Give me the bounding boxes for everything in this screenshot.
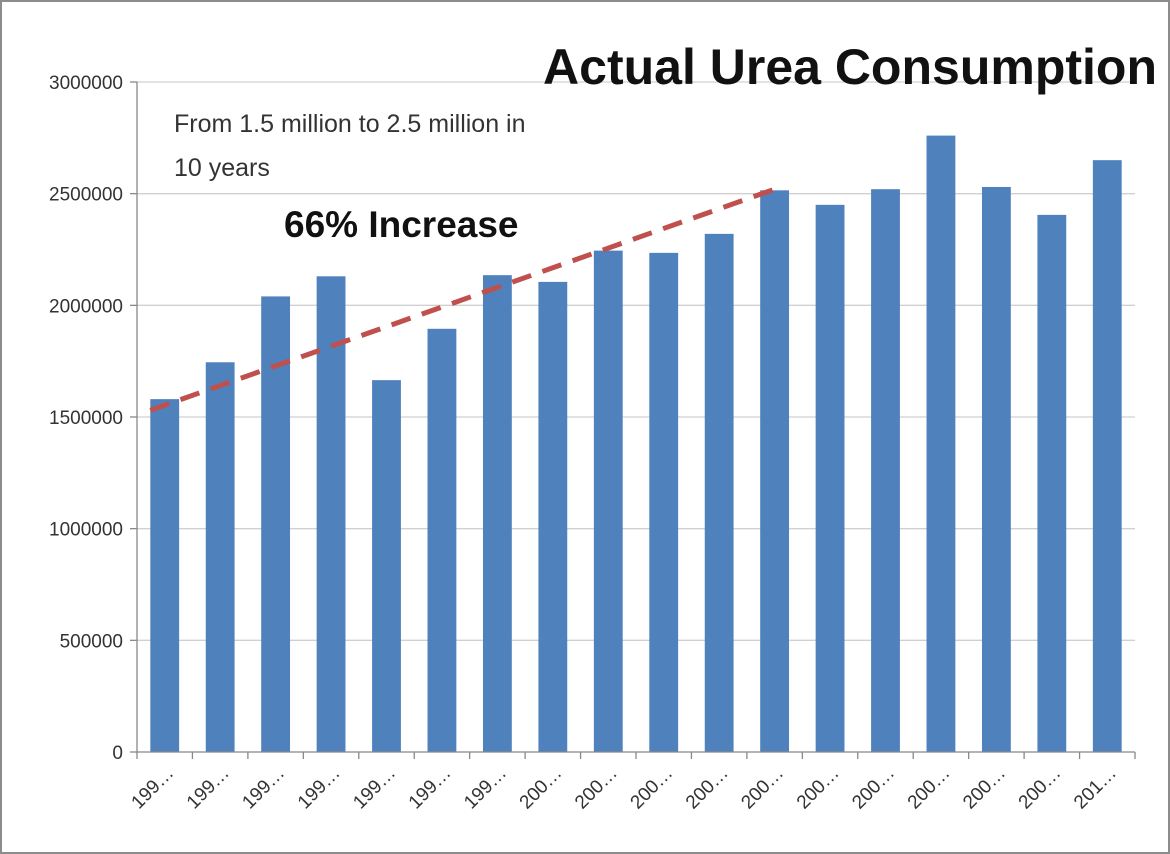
y-tick-label-5: 2500000 <box>49 185 123 206</box>
y-tick-label-2: 1000000 <box>49 520 123 541</box>
y-tick-label-4: 2000000 <box>49 296 123 317</box>
bar-13 <box>815 204 845 753</box>
x-tick-labels: 199… 199… 199… 199… 199… 199… 199… 200… 200… 200…… <box>128 752 1136 814</box>
bar-5 <box>372 380 401 752</box>
bar-12 <box>760 190 790 753</box>
chart-title: Actual Urea Consumption <box>543 39 1157 95</box>
x-tick-label-10: 200… <box>627 763 678 814</box>
x-tick-label-7: 199… <box>460 763 511 814</box>
y-tick-label-1: 500000 <box>60 631 123 652</box>
y-tick-label-6: 3000000 <box>49 73 123 94</box>
bar-3 <box>261 296 291 752</box>
x-tick-label-15: 200… <box>904 763 955 814</box>
bar-9 <box>593 250 623 752</box>
bar-2 <box>205 362 235 752</box>
x-tick-label-1: 199… <box>128 763 179 814</box>
bar-7 <box>482 275 512 752</box>
x-tick-label-2: 199… <box>183 763 234 814</box>
x-tick-label-11: 200… <box>682 763 733 814</box>
x-tick-label-3: 199… <box>238 763 289 814</box>
bar-14 <box>871 189 900 752</box>
x-tick-label-12: 200… <box>737 763 788 814</box>
x-tick-label-17: 200… <box>1015 763 1066 814</box>
y-tick-label-0: 0 <box>112 743 123 764</box>
trend-line <box>149 186 776 413</box>
annotation-line-2: 10 years <box>174 154 270 182</box>
x-tick-label-9: 200… <box>571 763 622 814</box>
y-tick-labels: 0 500000 1000000 1500000 2000000 2500000 30000… <box>49 73 137 764</box>
gridlines <box>137 81 1135 641</box>
bar-10 <box>649 252 679 752</box>
x-tick-label-4: 199… <box>294 763 345 814</box>
trend-line-group <box>149 186 776 413</box>
x-tick-label-6: 199… <box>405 763 456 814</box>
bar-11 <box>704 233 734 752</box>
bar-1 <box>150 399 180 752</box>
increase-callout: 66% Increase <box>284 204 519 245</box>
bar-series <box>150 135 1122 753</box>
bar-8 <box>538 281 568 752</box>
bar-4 <box>316 276 346 752</box>
x-tick-label-8: 200… <box>516 763 567 814</box>
bar-6 <box>427 328 457 752</box>
x-tick-label-13: 200… <box>793 763 844 814</box>
x-tick-label-16: 200… <box>959 763 1010 814</box>
x-tick-label-14: 200… <box>848 763 899 814</box>
bar-15 <box>926 135 956 753</box>
bar-17 <box>1037 214 1067 753</box>
x-tick-label-5: 199… <box>349 763 400 814</box>
bar-18 <box>1092 160 1122 752</box>
bar-16 <box>981 186 1011 752</box>
y-tick-label-3: 1500000 <box>49 408 123 429</box>
annotation-line-1: From 1.5 million to 2.5 million in <box>174 110 526 138</box>
x-tick-label-18: 201… <box>1070 763 1121 814</box>
